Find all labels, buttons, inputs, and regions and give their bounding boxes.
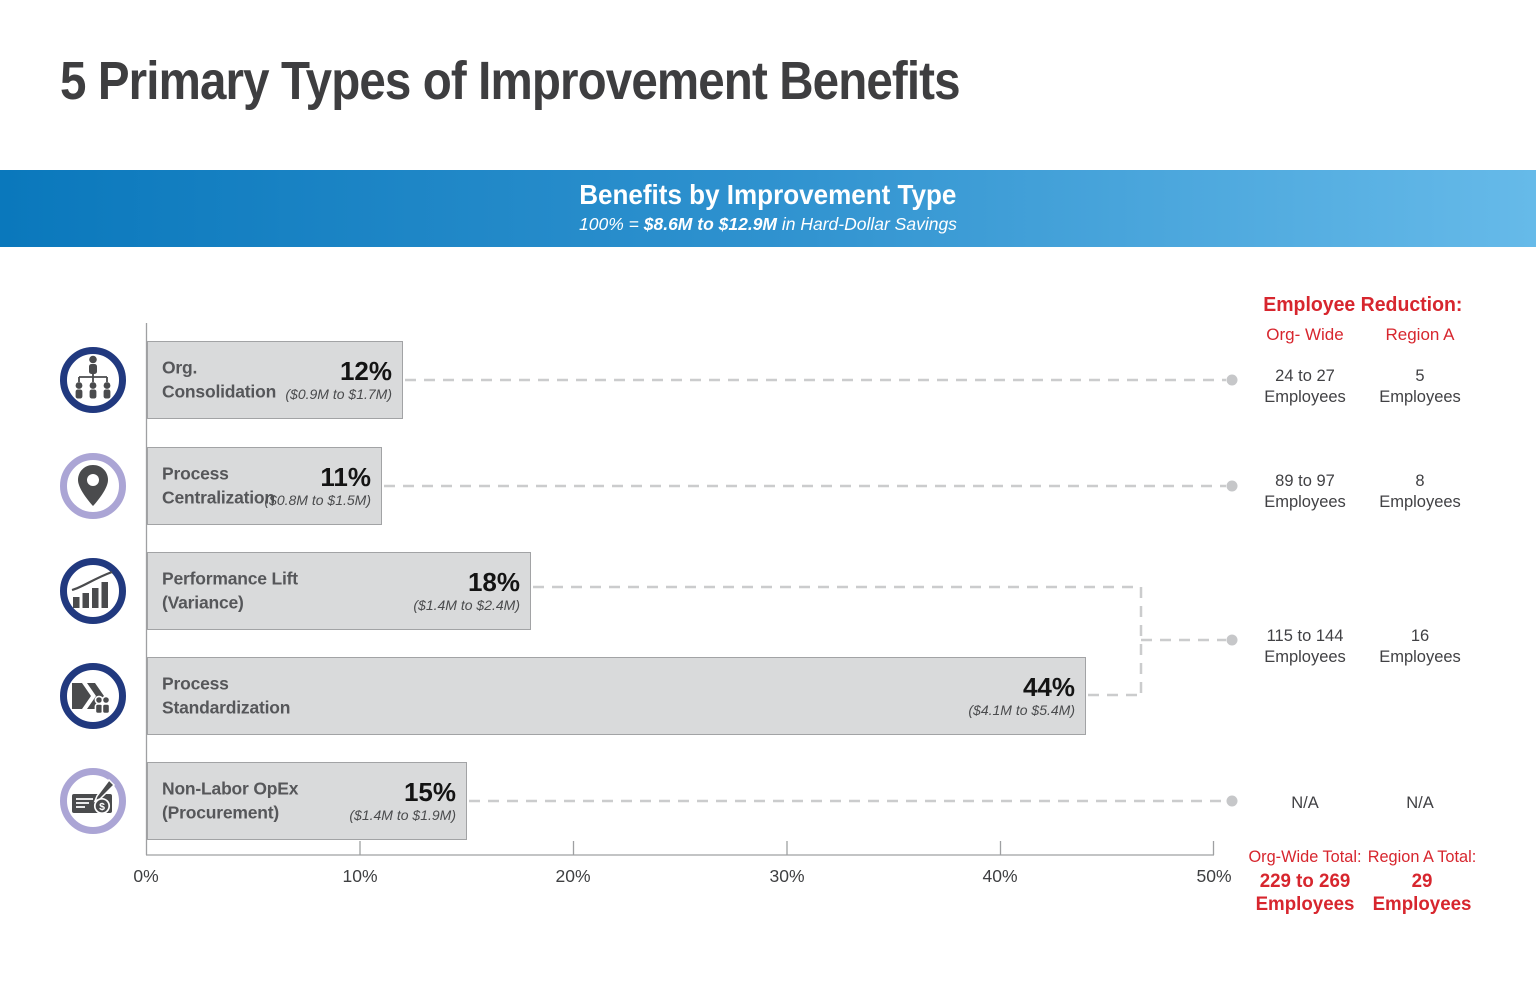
region-a-total-label: Region A Total: xyxy=(1367,847,1477,866)
bar-label: Non-Labor OpEx (Procurement) xyxy=(162,778,299,822)
bar-dollar-range: ($0.9M to $1.7M) xyxy=(285,386,392,403)
chart-title-text: Benefits by Improvement Type xyxy=(579,179,957,210)
org-wide-value-row1: 24 to 27 Employees xyxy=(1264,367,1346,407)
bar-dollar-range: ($1.4M to $1.9M) xyxy=(349,807,456,824)
bar-percent: 44% xyxy=(1022,671,1075,702)
org-wide-value-row2: 89 to 97 Employees xyxy=(1264,472,1346,512)
bar-dollar-range: ($4.1M to $5.4M) xyxy=(968,702,1075,719)
bar-label: Org. Consolidation xyxy=(162,357,277,401)
bar-org-consolidation: Org. Consolidation 12% ($0.9M to $1.7M) xyxy=(147,341,403,419)
employee-reduction-title: Employee Reduction: xyxy=(1263,293,1463,316)
bar-percent: 18% xyxy=(467,566,520,597)
org-wide-value-row4: N/A xyxy=(1291,794,1319,812)
x-tick-30: 30% xyxy=(769,866,805,886)
page-title: 5 Primary Types of Improvement Benefits xyxy=(60,50,1082,112)
bar-percent: 11% xyxy=(320,461,371,492)
bar-value-group: 11% ($0.8M to $1.5M) xyxy=(264,461,371,509)
bar-performance-lift: Performance Lift (Variance) 18% ($1.4M t… xyxy=(147,552,531,630)
bar-value-group: 18% ($1.4M to $2.4M) xyxy=(413,566,520,614)
bar-value-group: 15% ($1.4M to $1.9M) xyxy=(349,776,456,824)
region-a-total-value: 29 Employees xyxy=(1372,870,1472,916)
bar-value-group: 44% ($4.1M to $5.4M) xyxy=(968,671,1075,719)
bar-percent: 12% xyxy=(339,355,392,386)
chart-title: Benefits by Improvement Type xyxy=(0,179,1536,211)
org-wide-value-row3: 115 to 144 Employees xyxy=(1264,627,1346,667)
bar-label: Process Centralization xyxy=(162,463,275,507)
x-tick-20: 20% xyxy=(555,866,591,886)
chart-subtitle: 100% = $8.6M to $12.9M in Hard-Dollar Sa… xyxy=(0,214,1536,235)
bar-process-standardization: Process Standardization 44% ($4.1M to $5… xyxy=(147,657,1086,735)
chart-header-banner: Benefits by Improvement Type 100% = $8.6… xyxy=(0,170,1536,247)
location-pin-icon xyxy=(59,452,127,520)
process-flow-icon xyxy=(59,662,127,730)
region-a-value-row4: N/A xyxy=(1406,794,1434,812)
region-a-value-row2: 8 Employees xyxy=(1379,472,1461,512)
x-tick-50: 50% xyxy=(1196,866,1232,886)
chart-subtitle-amount: $8.6M to $12.9M xyxy=(643,214,777,234)
x-tick-40: 40% xyxy=(982,866,1018,886)
org-wide-total-label: Org-Wide Total: xyxy=(1248,847,1362,866)
x-axis-ticks xyxy=(359,841,1215,855)
bar-percent: 15% xyxy=(403,776,456,807)
column-header-region-a: Region A xyxy=(1385,325,1455,344)
x-tick-0: 0% xyxy=(133,866,159,886)
org-consolidation-icon xyxy=(59,346,127,414)
region-a-value-row3: 16 Employees xyxy=(1379,627,1461,667)
page-title-text: 5 Primary Types of Improvement Benefits xyxy=(60,51,961,111)
procurement-check-icon: $ xyxy=(59,767,127,835)
region-a-value-row1: 5 Employees xyxy=(1379,367,1461,407)
region-a-total: Region A Total: 29 Employees xyxy=(1349,846,1495,916)
bar-process-centralization: Process Centralization 11% ($0.8M to $1.… xyxy=(147,447,382,525)
performance-chart-icon xyxy=(59,557,127,625)
bar-non-labor-opex: Non-Labor OpEx (Procurement) 15% ($1.4M … xyxy=(147,762,467,840)
bar-dollar-range: ($0.8M to $1.5M) xyxy=(264,492,371,509)
chart-subtitle-prefix: 100% = xyxy=(579,214,644,234)
leader-end-dots xyxy=(1226,374,1238,807)
column-header-org-wide: Org- Wide xyxy=(1266,325,1344,344)
bar-value-group: 12% ($0.9M to $1.7M) xyxy=(285,355,392,403)
org-wide-total-value: 229 to 269 Employees xyxy=(1255,870,1355,916)
svg-text:$: $ xyxy=(99,801,105,813)
bar-label: Process Standardization xyxy=(162,673,291,717)
bar-label: Performance Lift (Variance) xyxy=(162,568,298,612)
org-wide-total: Org-Wide Total: 229 to 269 Employees xyxy=(1232,846,1378,916)
bar-dollar-range: ($1.4M to $2.4M) xyxy=(413,597,520,614)
chart-subtitle-suffix: in Hard-Dollar Savings xyxy=(777,214,957,234)
x-tick-10: 10% xyxy=(342,866,378,886)
